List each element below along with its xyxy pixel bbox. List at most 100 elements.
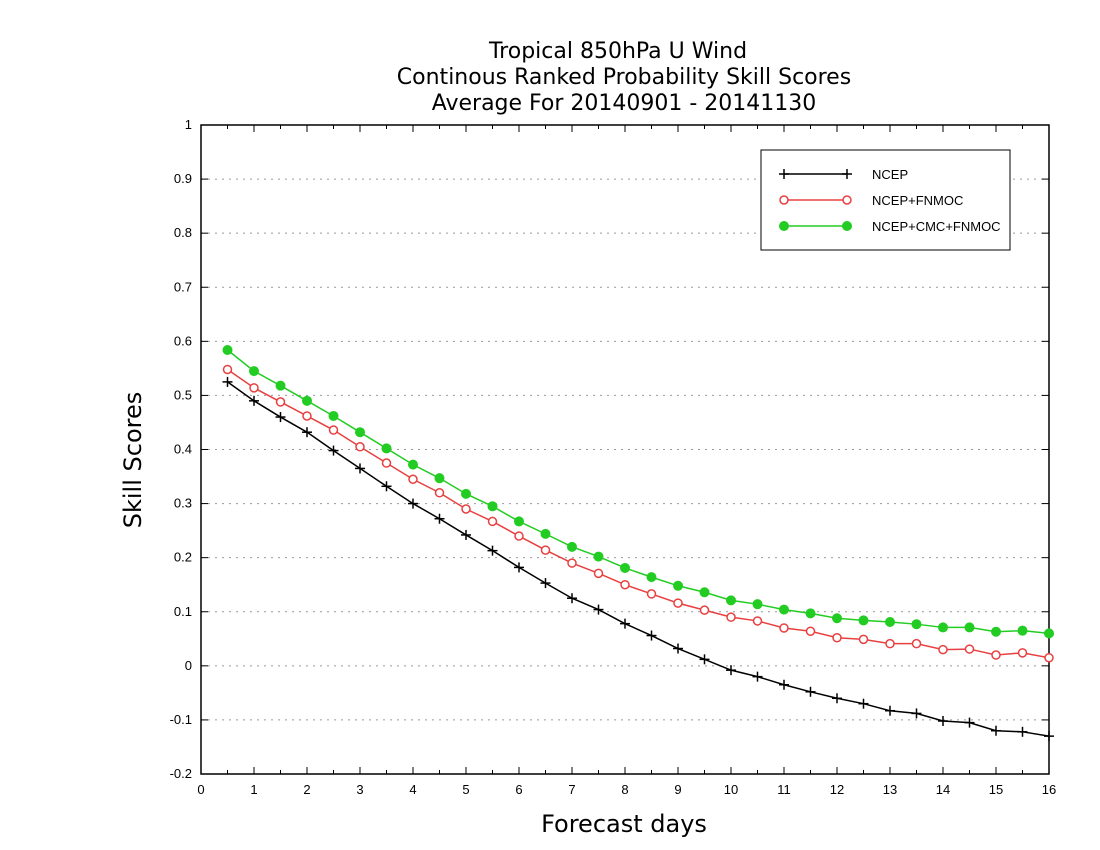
data-point-ncep-cmc-fnmoc <box>540 528 551 539</box>
data-series <box>222 344 1054 742</box>
series-ncep <box>222 376 1054 742</box>
data-point-ncep-cmc-fnmoc <box>991 626 1001 637</box>
data-point-ncep <box>805 686 816 697</box>
data-point-ncep-fnmoc <box>805 626 816 636</box>
data-point-ncep <box>1017 726 1028 737</box>
data-point-ncep-cmc-fnmoc <box>593 551 604 562</box>
data-point-ncep <box>779 679 789 690</box>
legend-marker <box>842 169 852 179</box>
x-tick-label: 15 <box>989 782 1003 797</box>
data-point-ncep <box>964 717 975 728</box>
data-point-ncep-cmc-fnmoc <box>328 410 339 421</box>
series-ncep-fnmoc <box>222 364 1054 663</box>
y-tick-label: -0.1 <box>170 712 192 727</box>
legend-label: NCEP <box>872 167 908 182</box>
data-point-ncep-fnmoc <box>779 623 789 633</box>
y-tick-label: 0.9 <box>174 171 192 186</box>
data-point-ncep-cmc-fnmoc <box>938 622 948 633</box>
data-point-ncep <box>222 376 233 387</box>
chart-title-line-2: Continous Ranked Probability Skill Score… <box>397 65 851 90</box>
data-point-ncep-cmc-fnmoc <box>726 595 736 606</box>
data-point-ncep-cmc-fnmoc <box>381 443 392 454</box>
data-point-ncep-cmc-fnmoc <box>408 459 418 470</box>
data-point-ncep-fnmoc <box>620 579 630 590</box>
data-point-ncep <box>1044 731 1054 742</box>
data-point-ncep-cmc-fnmoc <box>487 501 498 512</box>
x-tick-label: 3 <box>356 782 363 797</box>
y-tick-label: 0 <box>185 658 192 673</box>
data-point-ncep-fnmoc <box>1017 648 1028 658</box>
data-point-ncep-cmc-fnmoc <box>699 587 710 598</box>
y-tick-label: -0.2 <box>170 766 192 781</box>
x-tick-label: 9 <box>674 782 681 797</box>
x-tick-label: 4 <box>409 782 416 797</box>
data-point-ncep-cmc-fnmoc <box>620 562 630 573</box>
data-point-ncep <box>646 630 657 641</box>
x-tick-label: 11 <box>777 782 791 797</box>
data-point-ncep <box>249 395 259 406</box>
data-point-ncep <box>911 708 922 719</box>
x-tick-label: 6 <box>515 782 522 797</box>
data-point-ncep-cmc-fnmoc <box>567 541 577 552</box>
data-point-ncep <box>381 481 392 492</box>
data-point-ncep <box>620 618 630 629</box>
data-point-ncep-cmc-fnmoc <box>461 488 471 499</box>
data-point-ncep-cmc-fnmoc <box>1044 628 1054 639</box>
data-point-ncep-fnmoc <box>885 638 895 649</box>
data-point-ncep-cmc-fnmoc <box>832 613 842 624</box>
legend-marker <box>779 169 789 179</box>
data-point-ncep <box>752 671 763 682</box>
data-point-ncep-fnmoc <box>222 364 233 375</box>
data-point-ncep-fnmoc <box>434 488 445 498</box>
data-point-ncep-fnmoc <box>461 504 471 514</box>
data-point-ncep-cmc-fnmoc <box>752 599 763 610</box>
legend-label: NCEP+CMC+FNMOC <box>872 219 1001 234</box>
x-tick-label: 10 <box>724 782 738 797</box>
series-line-ncep-cmc-fnmoc <box>227 349 1050 635</box>
data-point-ncep-cmc-fnmoc <box>355 427 365 438</box>
data-point-ncep-fnmoc <box>938 644 948 655</box>
y-axis-title: Skill Scores <box>119 392 147 529</box>
data-point-ncep-fnmoc <box>249 383 259 393</box>
y-tick-label: 0.2 <box>174 550 192 565</box>
data-point-ncep-fnmoc <box>726 612 736 622</box>
data-point-ncep-fnmoc <box>858 634 869 645</box>
data-point-ncep <box>673 643 683 654</box>
data-point-ncep <box>275 412 286 423</box>
legend: NCEP NCEP+FNMOC NCEP+CMC+FNMOC <box>760 149 1011 251</box>
data-point-ncep <box>514 562 524 573</box>
x-tick-label: 5 <box>462 782 469 797</box>
data-point-ncep <box>302 427 312 438</box>
data-point-ncep-fnmoc <box>911 638 922 649</box>
x-tick-label: 14 <box>936 782 950 797</box>
x-axis-title: Forecast days <box>541 810 707 838</box>
x-tick-label: 2 <box>303 782 310 797</box>
data-point-ncep-cmc-fnmoc <box>779 604 789 615</box>
data-point-ncep-fnmoc <box>673 598 683 608</box>
data-point-ncep-cmc-fnmoc <box>646 572 657 583</box>
gridlines <box>201 178 1049 721</box>
data-point-ncep-cmc-fnmoc <box>249 366 259 377</box>
data-point-ncep-fnmoc <box>487 516 498 527</box>
x-tick-label: 13 <box>883 782 897 797</box>
data-point-ncep-cmc-fnmoc <box>885 617 895 628</box>
legend-entry-ncep-cmc-fnmoc: NCEP+CMC+FNMOC <box>779 219 1001 234</box>
data-point-ncep-fnmoc <box>381 458 392 468</box>
data-point-ncep-cmc-fnmoc <box>514 516 524 527</box>
y-tick-label: 0.5 <box>174 387 192 402</box>
y-tick-label: 0.7 <box>174 279 192 294</box>
data-point-ncep-fnmoc <box>540 545 551 555</box>
data-point-ncep-cmc-fnmoc <box>302 395 312 406</box>
y-tick-label: 1 <box>185 117 192 132</box>
y-tick-label: 0.3 <box>174 496 192 511</box>
data-point-ncep-fnmoc <box>514 531 524 541</box>
x-tick-label: 12 <box>830 782 844 797</box>
x-tick-label: 16 <box>1042 782 1056 797</box>
data-point-ncep <box>567 593 577 604</box>
data-point-ncep-fnmoc <box>832 632 842 643</box>
data-point-ncep <box>328 445 339 456</box>
x-axis-ticks: 0 1 2 3 4 5 6 7 8 9 10 11 12 13 14 15 16 <box>197 125 1056 797</box>
data-point-ncep <box>938 715 948 726</box>
x-tick-label: 8 <box>621 782 628 797</box>
data-point-ncep-cmc-fnmoc <box>1017 625 1028 636</box>
